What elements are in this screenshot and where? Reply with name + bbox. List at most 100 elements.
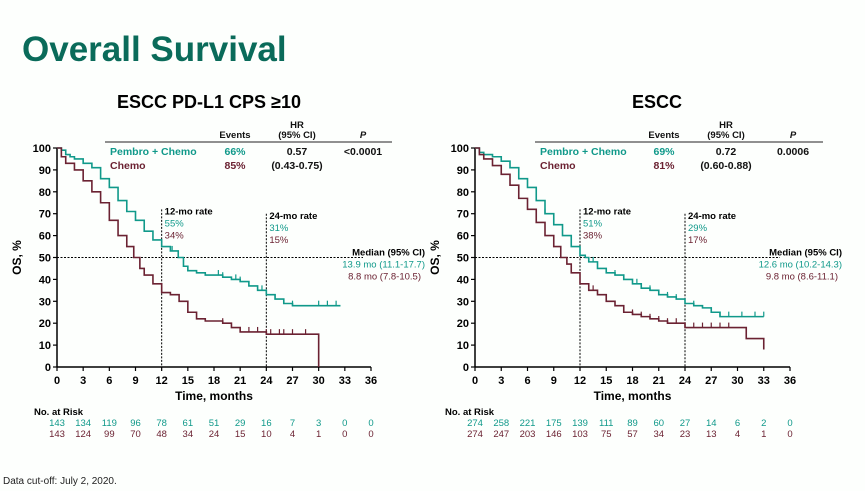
y-tick-label: 60 [39, 231, 51, 243]
header-ci: (95% CI) [278, 130, 315, 141]
rate12-chemo: 38% [583, 231, 603, 242]
risk-pembro: 0 [787, 418, 792, 429]
y-tick-label: 10 [457, 340, 469, 352]
y-tick-label: 80 [457, 187, 469, 199]
events-pembro: 69% [653, 146, 675, 158]
y-tick-label: 30 [39, 296, 51, 308]
rate12-label: 12-mo rate [165, 207, 213, 218]
x-tick-label: 21 [234, 375, 246, 387]
y-tick-label: 80 [39, 187, 51, 199]
y-tick-label: 70 [39, 209, 51, 221]
risk-pembro: 60 [653, 418, 664, 429]
risk-chemo: 103 [572, 429, 588, 440]
risk-chemo: 23 [680, 429, 691, 440]
x-tick-label: 15 [182, 375, 194, 387]
risk-pembro: 14 [706, 418, 717, 429]
risk-chemo: 1 [316, 429, 321, 440]
y-tick-label: 60 [457, 231, 469, 243]
risk-chemo: 0 [342, 429, 347, 440]
risk-chemo: 70 [130, 429, 141, 440]
risk-pembro: 139 [572, 418, 588, 429]
risk-chemo: 34 [183, 429, 194, 440]
y-tick-label: 30 [457, 296, 469, 308]
risk-chemo: 48 [156, 429, 167, 440]
header-hr: HR [290, 120, 304, 131]
risk-chemo: 57 [627, 429, 638, 440]
x-tick-label: 33 [758, 375, 770, 387]
rate24-chemo: 15% [269, 235, 289, 246]
risk-pembro: 29 [235, 418, 246, 429]
x-tick-label: 12 [574, 375, 586, 387]
km-curve-chemo [475, 147, 765, 350]
risk-chemo: 124 [75, 429, 91, 440]
x-tick-label: 24 [260, 375, 273, 387]
risk-chemo: 146 [546, 429, 562, 440]
x-tick-label: 24 [679, 375, 692, 387]
x-axis-label: Time, months [594, 389, 672, 403]
risk-pembro: 111 [599, 418, 613, 429]
rate12-chemo: 34% [165, 231, 185, 242]
y-axis-label: OS, % [10, 240, 24, 275]
risk-pembro: 16 [261, 418, 272, 429]
x-tick-label: 15 [600, 375, 612, 387]
no-at-risk-label: No. at Risk [34, 407, 84, 418]
header-hr: HR [719, 120, 733, 131]
hr-ci: (0.43-0.75) [271, 160, 322, 172]
x-tick-label: 30 [313, 375, 325, 387]
x-tick-label: 33 [339, 375, 351, 387]
risk-chemo: 1 [761, 429, 766, 440]
risk-pembro: 96 [130, 418, 141, 429]
x-tick-label: 27 [286, 375, 298, 387]
y-tick-label: 40 [457, 274, 469, 286]
y-tick-label: 70 [457, 209, 469, 221]
rate12-pembro: 51% [583, 219, 603, 230]
legend-pembro: Pembro + Chemo [540, 146, 627, 158]
page-title: Overall Survival [22, 30, 287, 69]
header-ci: (95% CI) [707, 130, 744, 141]
risk-chemo: 143 [49, 429, 65, 440]
risk-pembro: 78 [156, 418, 167, 429]
hr-ci: (0.60-0.88) [700, 160, 751, 172]
y-tick-label: 50 [39, 253, 51, 265]
p-value: <0.0001 [344, 146, 382, 158]
risk-chemo: 75 [601, 429, 612, 440]
risk-pembro: 221 [520, 418, 536, 429]
median-chemo: 9.8 mo (8.6-11.1) [766, 272, 838, 283]
x-tick-label: 36 [365, 375, 377, 387]
x-tick-label: 18 [626, 375, 638, 387]
risk-pembro: 258 [493, 418, 509, 429]
x-tick-label: 18 [208, 375, 220, 387]
y-tick-label: 20 [457, 318, 469, 330]
risk-pembro: 175 [546, 418, 562, 429]
risk-pembro: 274 [467, 418, 483, 429]
risk-chemo: 0 [787, 429, 792, 440]
chart-subtitle: ESCC [632, 92, 682, 112]
risk-chemo: 4 [735, 429, 740, 440]
risk-pembro: 3 [316, 418, 321, 429]
y-tick-label: 0 [45, 362, 51, 374]
risk-pembro: 143 [49, 418, 65, 429]
footnote: Data cut-off: July 2, 2020. [3, 476, 117, 487]
risk-chemo: 4 [290, 429, 295, 440]
km-curve-pembro [475, 147, 764, 318]
rate24-label: 24-mo rate [269, 211, 317, 222]
x-tick-label: 0 [54, 375, 60, 387]
x-tick-label: 36 [784, 375, 796, 387]
risk-pembro: 6 [735, 418, 740, 429]
y-tick-label: 50 [457, 253, 469, 265]
y-tick-label: 90 [457, 165, 469, 177]
rate24-label: 24-mo rate [688, 211, 736, 222]
y-axis-label: OS, % [428, 240, 442, 275]
risk-pembro: 89 [627, 418, 638, 429]
risk-chemo: 34 [653, 429, 664, 440]
header-p: P [360, 130, 367, 141]
events-pembro: 66% [224, 146, 246, 158]
median-chemo: 8.8 mo (7.8-10.5) [348, 272, 421, 283]
x-tick-label: 9 [551, 375, 557, 387]
events-chemo: 85% [224, 160, 246, 172]
risk-pembro: 119 [102, 418, 117, 429]
median-label: Median (95% CI) [769, 248, 842, 259]
hr-value: 0.72 [716, 146, 737, 158]
x-tick-label: 6 [524, 375, 530, 387]
